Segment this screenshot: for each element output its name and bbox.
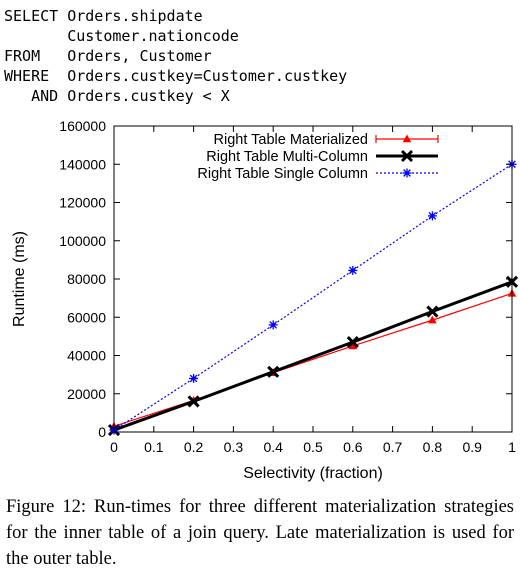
figure-caption: Figure 12: Run-times for three different… [6,497,514,569]
y-tick-label: 60000 [67,309,106,325]
data-point [348,265,358,275]
series-line-1 [113,292,513,427]
legend-item: Right Table Materialized [214,132,439,148]
data-point [427,211,437,221]
y-axis-label: Runtime (ms) [11,231,28,327]
x-tick-label: 1 [508,439,516,455]
x-tick-label: 0.7 [383,439,403,455]
legend-item: Right Table Multi-Column [206,149,438,165]
sql-line: SELECT Orders.shipdate [4,7,203,25]
x-tick-label: 0.8 [423,439,443,455]
legend-marker [400,149,414,163]
legend-label: Right Table Materialized [214,132,368,148]
legend-marker [402,134,412,143]
series-line-2 [113,280,513,432]
data-point [426,305,439,318]
legend-marker [402,168,412,178]
data-point [267,365,280,378]
y-tick-label: 80000 [67,271,106,287]
legend-item: Right Table Single Column [197,166,438,182]
x-tick-label: 0.5 [303,439,323,455]
sql-line: FROM Orders, Customer [4,47,212,65]
y-tick-label: 0 [98,424,106,440]
x-tick-label: 0.3 [224,439,244,455]
legend-label: Right Table Multi-Column [206,149,368,165]
y-tick-label: 40000 [67,348,106,364]
sql-query: SELECT Orders.shipdate Customer.nationco… [4,6,347,106]
sql-line: WHERE Orders.custkey=Customer.custkey [4,67,348,85]
x-axis-label: Selectivity (fraction) [243,465,383,482]
x-tick-label: 0.4 [263,439,283,455]
x-tick-label: 0.6 [343,439,363,455]
legend-label: Right Table Single Column [197,166,368,182]
data-point [187,395,200,408]
sql-line: AND Orders.custkey < X [4,87,230,105]
data-point [189,373,199,383]
sql-line: Customer.nationcode [4,27,239,45]
y-tick-label: 140000 [59,156,106,172]
y-tick-label: 100000 [59,233,106,249]
y-tick-label: 20000 [67,386,106,402]
data-point [268,320,278,330]
x-tick-label: 0.2 [184,439,204,455]
series-line-3 [113,163,513,431]
x-tick-label: 0.1 [144,439,164,455]
data-point [346,336,359,349]
x-tick-label: 0.9 [462,439,482,455]
data-point [428,315,437,324]
y-tick-label: 120000 [59,195,106,211]
y-tick-label: 160000 [59,118,106,134]
x-tick-label: 0 [110,439,118,455]
